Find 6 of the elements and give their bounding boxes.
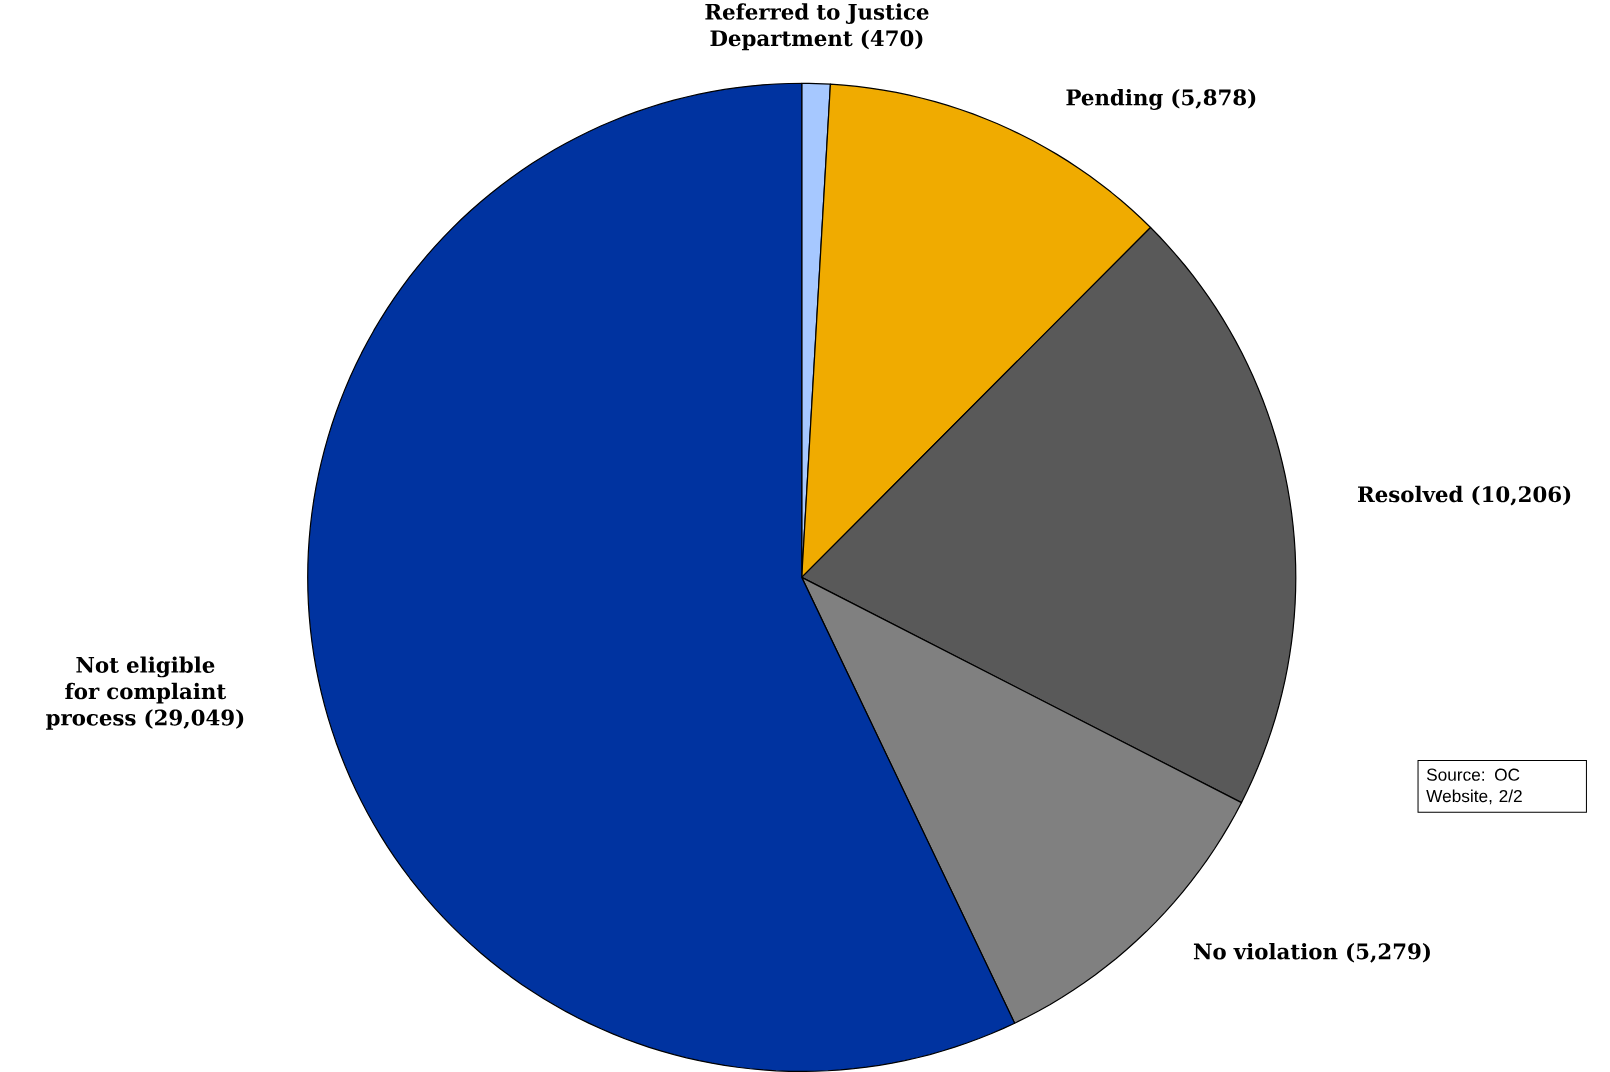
slice-label: Pending (5,878) bbox=[1066, 88, 1256, 110]
slice-label: Not eligible for complaint process (29,049) bbox=[46, 656, 244, 730]
slice-label: No violation (5,279) bbox=[1193, 942, 1430, 963]
slice-label: Resolved (10,206) bbox=[1358, 485, 1571, 506]
slice-label: Referred to Justice Department (470) bbox=[705, 3, 929, 51]
source-note: Source: OC Website, 2/2 bbox=[1426, 768, 1522, 805]
